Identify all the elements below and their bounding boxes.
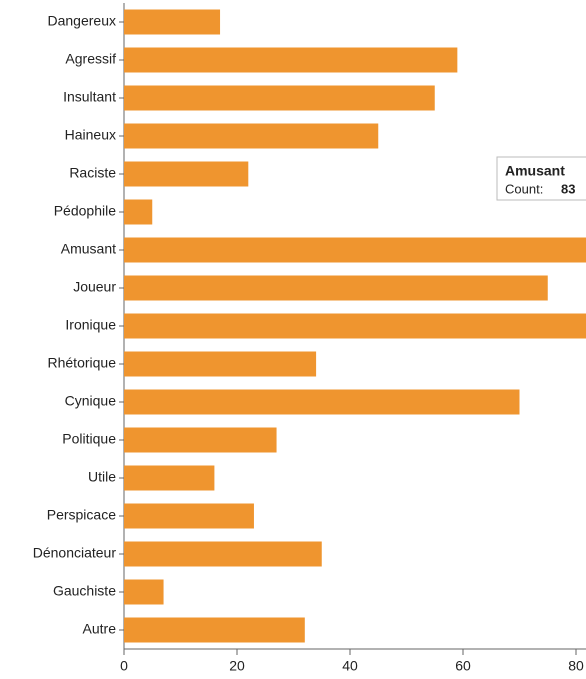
- y-tick-label: Insultant: [63, 89, 116, 105]
- x-tick-label: 40: [342, 658, 358, 674]
- bar: [124, 9, 221, 35]
- tooltip-value: 83: [561, 181, 575, 196]
- bar: [124, 351, 317, 377]
- y-tick-label: Autre: [83, 621, 117, 637]
- tooltip-title: Amusant: [505, 163, 565, 179]
- bar: [124, 579, 164, 605]
- y-tick-label: Cynique: [65, 393, 117, 409]
- bar: [124, 161, 249, 187]
- bar: [124, 617, 305, 643]
- y-tick-label: Dénonciateur: [33, 545, 117, 561]
- x-tick-label: 0: [120, 658, 128, 674]
- bar: [124, 313, 586, 339]
- y-tick-label: Gauchiste: [53, 583, 116, 599]
- tooltip-label: Count:: [505, 181, 543, 196]
- x-tick-label: 20: [229, 658, 245, 674]
- y-tick-label: Pédophile: [54, 203, 116, 219]
- y-tick-label: Dangereux: [48, 13, 117, 29]
- bar: [124, 237, 586, 263]
- bar: [124, 503, 254, 529]
- bar: [124, 275, 548, 301]
- bar: [124, 541, 322, 567]
- bar: [124, 199, 153, 225]
- bar: [124, 427, 277, 453]
- plot: 0 20 40 60 80 Dangereux Agressif Insultant Haine…: [33, 3, 586, 674]
- y-tick-label: Rhétorique: [48, 355, 117, 371]
- tooltip-box: [496, 156, 586, 201]
- y-tick-label: Perspicace: [47, 507, 116, 523]
- x-tick-label: 60: [455, 658, 471, 674]
- bar: [124, 123, 379, 149]
- y-tick-label: Ironique: [65, 317, 116, 333]
- bar: [124, 85, 435, 111]
- y-tick-label: Amusant: [61, 241, 116, 257]
- y-tick-label: Haineux: [65, 127, 116, 143]
- tooltip: Amusant Count: 83: [496, 156, 586, 201]
- bar: [124, 465, 215, 491]
- bar: [124, 389, 520, 415]
- bar: [124, 47, 458, 73]
- y-tick-label: Politique: [62, 431, 116, 447]
- y-tick-label: Utile: [88, 469, 116, 485]
- y-tick-label: Raciste: [69, 165, 116, 181]
- y-tick-label: Joueur: [73, 279, 116, 295]
- y-tick-label: Agressif: [65, 51, 116, 67]
- x-tick-label: 80: [568, 658, 584, 674]
